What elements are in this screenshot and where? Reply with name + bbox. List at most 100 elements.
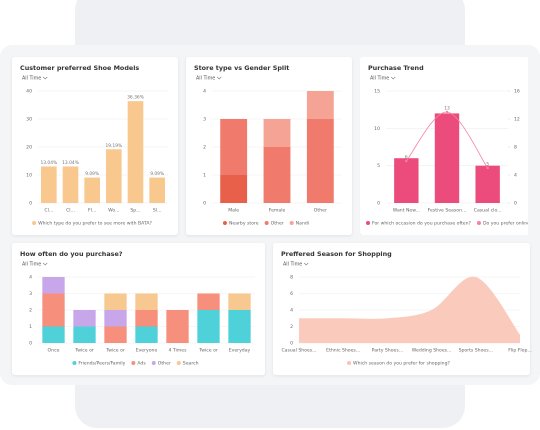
y-tick-label: 3 xyxy=(29,291,32,297)
bar-segment xyxy=(42,293,65,327)
bar-segment xyxy=(104,293,127,310)
bar xyxy=(394,158,419,203)
y-tick-label: 40 xyxy=(26,89,32,95)
legend: Friends/Peers/Family Ads Other Search xyxy=(72,361,199,367)
filter-dropdown[interactable]: All Time xyxy=(370,76,389,82)
bar-segment xyxy=(135,293,158,310)
y2-tick-label: 4 xyxy=(514,173,517,179)
y-tick-label: 15 xyxy=(374,89,380,95)
y-tick-label: 8 xyxy=(290,275,293,281)
line-point xyxy=(405,159,408,163)
y-tick-label: 20 xyxy=(26,145,32,151)
dropdown-caret xyxy=(43,76,48,80)
legend: Which type do you prefer to see more wit… xyxy=(32,221,152,227)
x-tick-label: Wo... xyxy=(108,208,119,214)
bar xyxy=(127,101,144,203)
bar-segment xyxy=(135,310,158,327)
bar-segment xyxy=(306,91,334,119)
legend-marker xyxy=(72,361,77,365)
x-tick-label: Wedding Shoes... xyxy=(412,348,452,354)
bar xyxy=(41,166,57,203)
legend-label: Other xyxy=(158,361,171,367)
y-tick-label: 0 xyxy=(290,341,293,347)
y-tick-label: 0 xyxy=(29,341,32,347)
chart-card: Store type vs Gender Split All Time 0 1 2 3 4 M… xyxy=(186,57,352,235)
legend-marker xyxy=(32,221,37,225)
legend-label: For which occasion do you purchase often… xyxy=(372,221,472,227)
y-tick-label: 4 xyxy=(29,275,32,281)
legend-marker xyxy=(176,361,181,365)
card-title: Purchase Trend xyxy=(368,64,424,72)
bar-segment xyxy=(263,119,291,147)
legend-marker xyxy=(151,361,156,365)
x-tick-label: Other xyxy=(314,208,327,214)
bar-segment xyxy=(228,310,251,343)
legend-label: Friends/Peers/Family xyxy=(78,361,125,367)
bar-segment xyxy=(197,293,220,310)
bar-segment xyxy=(263,147,291,203)
filter-dropdown[interactable]: All Time xyxy=(22,76,41,82)
data-label: 36.36% xyxy=(127,95,144,101)
legend-label: Search xyxy=(183,361,199,367)
x-tick-label: Cl... xyxy=(66,208,75,214)
bar-segment xyxy=(104,310,127,327)
filter-dropdown[interactable]: All Time xyxy=(22,262,41,268)
bar xyxy=(475,165,500,203)
x-tick-label: Casual clo... xyxy=(474,208,502,214)
x-tick-label: Twice or xyxy=(74,348,94,354)
filter-dropdown[interactable]: All Time xyxy=(196,76,215,82)
x-tick-label: Twice or xyxy=(105,348,125,354)
y2-tick-label: 16 xyxy=(514,89,520,95)
legend-marker xyxy=(222,221,227,225)
y2-tick-label: 8 xyxy=(514,145,517,151)
y-tick-label: 2 xyxy=(29,308,32,314)
card-title: How often do you purchase? xyxy=(20,250,123,258)
y-tick-label: 2 xyxy=(203,145,206,151)
legend-marker xyxy=(476,221,481,225)
legend-marker xyxy=(289,221,294,225)
y-tick-label: 5 xyxy=(377,163,380,169)
x-tick-label: Casual Shoes... xyxy=(281,348,316,354)
data-label: 13.04% xyxy=(40,160,57,166)
y2-tick-label: 12 xyxy=(514,117,520,123)
bar xyxy=(62,166,79,203)
chart-card: Preffered Season for Shopping All Time 0 2 4… xyxy=(273,243,532,375)
bar xyxy=(84,177,100,203)
legend-marker xyxy=(366,221,370,225)
legend-marker xyxy=(347,361,352,365)
filter-dropdown[interactable]: All Time xyxy=(283,262,302,268)
legend-label: Other xyxy=(271,221,284,227)
x-tick-label: Once xyxy=(48,348,60,354)
dropdown-caret xyxy=(217,76,222,80)
bar-segment xyxy=(220,175,248,203)
data-label: 5 xyxy=(486,162,489,168)
legend: For which occasion do you purchase often… xyxy=(366,221,528,227)
bar-segment xyxy=(42,326,65,343)
y-tick-label: 3 xyxy=(203,117,206,123)
legend-marker xyxy=(131,361,136,365)
card-title: Store type vs Gender Split xyxy=(194,64,289,72)
bar-segment xyxy=(135,326,158,343)
legend: Nearby store Other Nandi xyxy=(222,221,309,227)
legend-label: Nearby store xyxy=(229,221,259,227)
bar xyxy=(434,113,460,203)
x-tick-label: Everyday xyxy=(229,348,251,354)
dropdown-caret xyxy=(391,76,396,80)
data-label: 9.09% xyxy=(150,171,164,177)
bar-segment xyxy=(197,310,220,343)
bar-segment xyxy=(42,277,65,294)
y-tick-label: 30 xyxy=(26,117,32,123)
y-tick-label: 1 xyxy=(29,324,32,330)
x-tick-label: Want New... xyxy=(393,208,420,214)
y-tick-label: 0 xyxy=(377,201,380,207)
data-label: 13.04% xyxy=(62,160,79,166)
bar-segment xyxy=(73,326,96,343)
line-point xyxy=(445,110,449,114)
legend-marker xyxy=(264,221,269,225)
bar xyxy=(106,149,122,203)
bar-segment xyxy=(220,119,248,175)
legend: Which season do you prefer for shopping? xyxy=(347,361,451,367)
x-tick-label: Sports Shoes... xyxy=(459,348,493,354)
y-tick-label: 0 xyxy=(29,201,32,207)
